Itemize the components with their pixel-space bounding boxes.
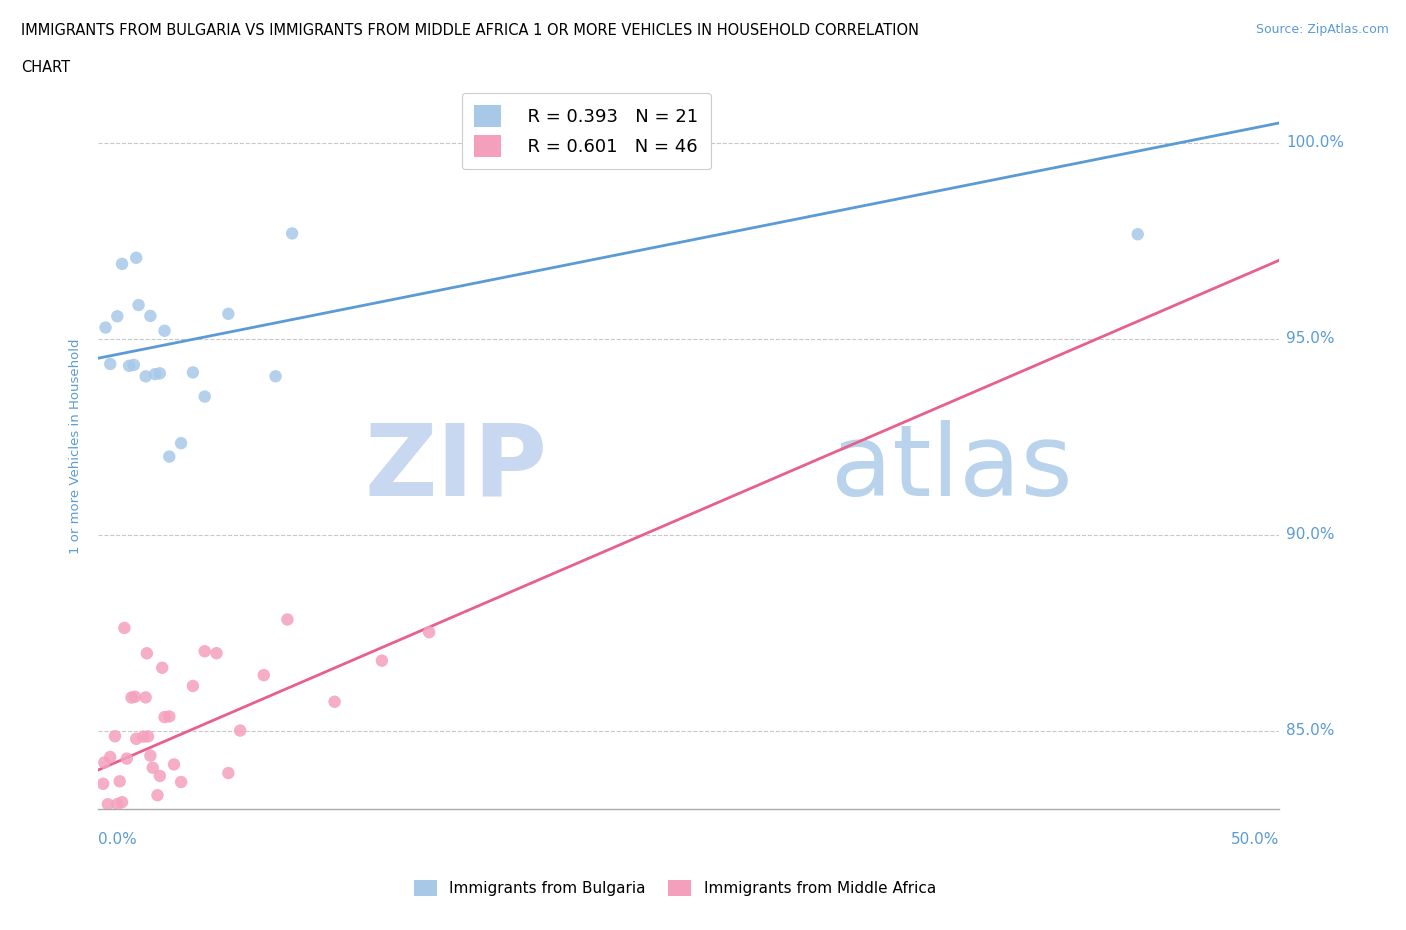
- Point: [125, 731, 148, 746]
- Point: [163, 757, 186, 772]
- Point: [98, 356, 121, 371]
- Point: [128, 884, 150, 898]
- Point: [1126, 227, 1149, 242]
- Point: [122, 357, 145, 372]
- Point: [93, 755, 115, 770]
- Point: [170, 775, 193, 790]
- Text: 90.0%: 90.0%: [1286, 527, 1334, 542]
- Text: atlas: atlas: [831, 419, 1073, 517]
- Point: [112, 620, 135, 635]
- Point: [139, 748, 162, 763]
- Point: [170, 436, 193, 451]
- Point: [153, 710, 176, 724]
- Text: 85.0%: 85.0%: [1286, 724, 1334, 738]
- Point: [94, 860, 117, 875]
- Point: [157, 449, 180, 464]
- Point: [115, 751, 138, 766]
- Point: [146, 788, 169, 803]
- Point: [143, 843, 166, 857]
- Point: [104, 729, 127, 744]
- Point: [217, 306, 239, 321]
- Point: [112, 836, 135, 851]
- Point: [323, 695, 346, 710]
- Text: CHART: CHART: [21, 60, 70, 75]
- Point: [108, 774, 131, 789]
- Point: [94, 320, 117, 335]
- Point: [135, 690, 157, 705]
- Point: [124, 689, 146, 704]
- Point: [153, 324, 176, 339]
- Point: [121, 690, 143, 705]
- Point: [125, 250, 148, 265]
- Point: [418, 625, 440, 640]
- Text: 100.0%: 100.0%: [1286, 135, 1344, 150]
- Point: [111, 795, 134, 810]
- Point: [205, 645, 228, 660]
- Point: [122, 833, 145, 848]
- Point: [281, 226, 304, 241]
- Point: [135, 369, 157, 384]
- Point: [157, 709, 180, 724]
- Point: [181, 365, 204, 379]
- Point: [143, 366, 166, 381]
- Text: Source: ZipAtlas.com: Source: ZipAtlas.com: [1256, 23, 1389, 36]
- Text: ZIP: ZIP: [364, 419, 547, 517]
- Point: [136, 729, 159, 744]
- Y-axis label: 1 or more Vehicles in Household: 1 or more Vehicles in Household: [69, 339, 83, 554]
- Point: [105, 309, 128, 324]
- Point: [149, 365, 172, 380]
- Point: [217, 765, 239, 780]
- Point: [264, 369, 287, 384]
- Point: [194, 389, 217, 404]
- Point: [105, 797, 128, 812]
- Point: [129, 838, 152, 853]
- Point: [118, 824, 141, 839]
- Point: [132, 729, 155, 744]
- Point: [128, 298, 150, 312]
- Point: [371, 653, 394, 668]
- Point: [96, 837, 118, 852]
- Point: [111, 257, 134, 272]
- Point: [135, 645, 157, 660]
- Point: [101, 838, 124, 853]
- Point: [181, 679, 204, 694]
- Text: 50.0%: 50.0%: [1232, 832, 1279, 847]
- Point: [156, 857, 179, 872]
- Legend:   R = 0.393   N = 21,   R = 0.601   N = 46: R = 0.393 N = 21, R = 0.601 N = 46: [461, 93, 710, 169]
- Text: 0.0%: 0.0%: [98, 832, 138, 847]
- Text: IMMIGRANTS FROM BULGARIA VS IMMIGRANTS FROM MIDDLE AFRICA 1 OR MORE VEHICLES IN : IMMIGRANTS FROM BULGARIA VS IMMIGRANTS F…: [21, 23, 920, 38]
- Point: [253, 668, 276, 683]
- Text: 95.0%: 95.0%: [1286, 331, 1334, 346]
- Point: [97, 797, 120, 812]
- Point: [118, 358, 141, 373]
- Point: [149, 768, 172, 783]
- Legend: Immigrants from Bulgaria, Immigrants from Middle Africa: Immigrants from Bulgaria, Immigrants fro…: [406, 872, 943, 904]
- Point: [194, 644, 217, 658]
- Point: [276, 612, 298, 627]
- Point: [229, 724, 252, 738]
- Point: [142, 760, 165, 775]
- Point: [91, 777, 114, 791]
- Point: [98, 750, 121, 764]
- Point: [139, 309, 162, 324]
- Point: [150, 660, 173, 675]
